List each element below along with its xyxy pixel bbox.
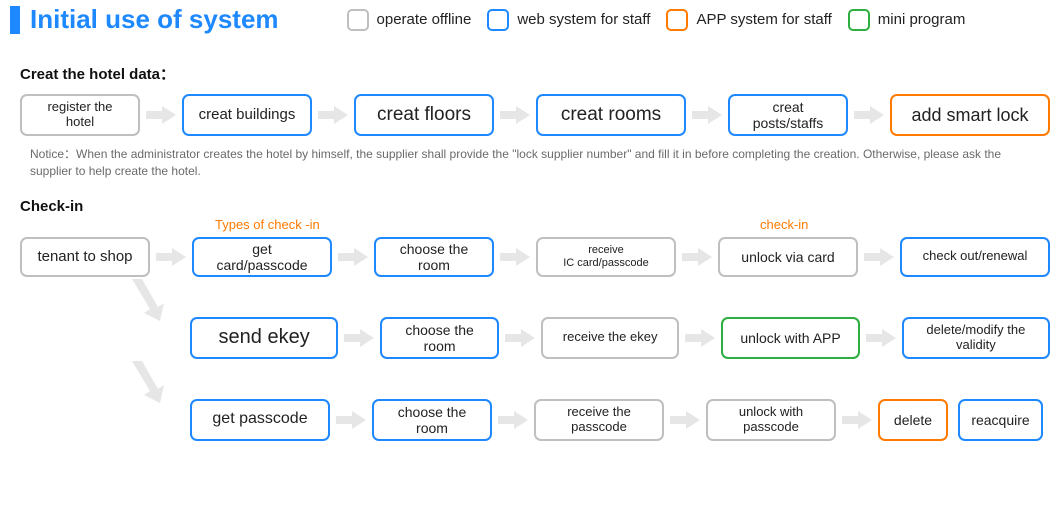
legend-swatch	[347, 9, 369, 31]
title-block: Initial use of system	[10, 4, 279, 35]
legend-label: mini program	[878, 11, 966, 28]
diag-arrow-1	[130, 277, 166, 323]
hotel-data-node-0: register thehotel	[20, 94, 140, 136]
arrow-right-icon	[500, 105, 530, 125]
legend-item-offline: operate offline	[347, 9, 472, 31]
label-types: Types of check -in	[215, 217, 320, 232]
checkin2-node-2: receive the ekey	[541, 317, 679, 359]
arrow-right-icon	[682, 247, 712, 267]
section1-row: register thehotel creat buildings creat fl…	[20, 94, 1050, 136]
arrow-right-icon	[866, 328, 896, 348]
legend-label: APP system for staff	[696, 11, 831, 28]
page-title: Initial use of system	[30, 4, 279, 35]
legend-item-web: web system for staff	[487, 9, 650, 31]
legend-label: web system for staff	[517, 11, 650, 28]
legend-item-app: APP system for staff	[666, 9, 831, 31]
hotel-data-node-3: creat rooms	[536, 94, 686, 136]
arrow-right-icon	[854, 105, 884, 125]
checkin1-node-4: unlock via card	[718, 237, 858, 277]
arrow-right-icon	[842, 410, 872, 430]
section1-notice: Notice：When the administrator creates th…	[30, 146, 1040, 180]
arrow-right-icon	[146, 105, 176, 125]
checkin3-node-5: reacquire	[958, 399, 1043, 441]
label-checkin: check-in	[760, 217, 808, 232]
header: Initial use of system operate offline we…	[10, 4, 1050, 35]
checkin1-node-0: tenant to shop	[20, 237, 150, 277]
checkin1-node-3: receiveIC card/passcode	[536, 237, 676, 277]
arrow-right-icon	[864, 247, 894, 267]
arrow-right-icon	[156, 247, 186, 267]
checkin3-end-pair: deletereacquire	[878, 399, 1043, 441]
checkin2-node-1: choose theroom	[380, 317, 499, 359]
checkin-row3: get passcode choose theroom receive thepas…	[190, 399, 1050, 441]
arrow-right-icon	[670, 410, 700, 430]
arrow-right-icon	[318, 105, 348, 125]
title-accent-bar	[10, 6, 20, 34]
arrow-right-icon	[692, 105, 722, 125]
legend-swatch	[666, 9, 688, 31]
checkin3-node-0: get passcode	[190, 399, 330, 441]
hotel-data-node-5: add smart lock	[890, 94, 1050, 136]
checkin2-node-0: send ekey	[190, 317, 338, 359]
checkin-row2: send ekey choose theroom receive the ekey u…	[190, 317, 1050, 359]
arrow-right-icon	[344, 328, 374, 348]
arrow-right-icon	[498, 410, 528, 430]
checkin2-node-4: delete/modify thevalidity	[902, 317, 1050, 359]
checkin2-node-3: unlock with APP	[721, 317, 859, 359]
legend-item-mini: mini program	[848, 9, 966, 31]
section2-title: Check-in	[20, 198, 1050, 215]
hotel-data-node-4: creatposts/staffs	[728, 94, 848, 136]
section1-title: Creat the hotel data：	[20, 63, 1050, 84]
checkin3-node-3: unlock withpasscode	[706, 399, 836, 441]
arrow-right-icon	[338, 247, 368, 267]
diag-arrow-2	[130, 359, 166, 405]
arrow-right-icon	[500, 247, 530, 267]
hotel-data-node-1: creat buildings	[182, 94, 312, 136]
hotel-data-node-2: creat floors	[354, 94, 494, 136]
checkin3-node-2: receive thepasscode	[534, 399, 664, 441]
legend: operate offline web system for staff APP…	[347, 9, 966, 31]
legend-swatch	[487, 9, 509, 31]
arrow-right-icon	[685, 328, 715, 348]
checkin1-node-5: check out/renewal	[900, 237, 1050, 277]
legend-swatch	[848, 9, 870, 31]
checkin1-node-2: choose theroom	[374, 237, 494, 277]
checkin1-node-1: getcard/passcode	[192, 237, 332, 277]
legend-label: operate offline	[377, 11, 472, 28]
arrow-right-icon	[505, 328, 535, 348]
arrow-right-icon	[336, 410, 366, 430]
checkin-row1: Types of check -in check-in tenant to sh…	[20, 237, 1050, 277]
checkin3-node-4: delete	[878, 399, 948, 441]
checkin3-node-1: choose theroom	[372, 399, 492, 441]
